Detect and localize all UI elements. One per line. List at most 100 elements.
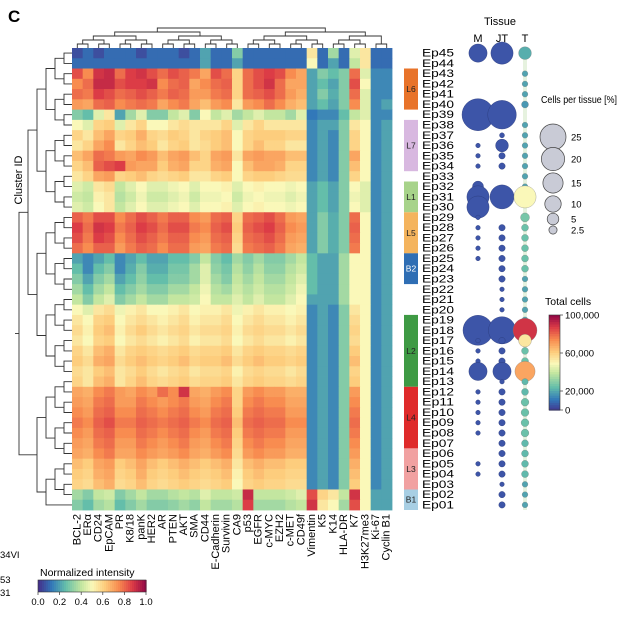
heatmap-cell [72,263,84,275]
heatmap-cell [82,458,94,470]
heatmap-cell [306,479,318,490]
heatmap-cell [360,458,372,470]
color-legend-swatch [549,341,560,345]
y-axis-label: Cluster ID [13,155,25,204]
heatmap-cell [381,212,393,223]
heatmap-cell [178,366,190,377]
tissue-bubble [498,501,506,509]
heatmap-cell [274,171,286,182]
heatmap-cell [338,78,350,90]
heatmap-cell [189,273,201,285]
heatmap-cell [360,212,372,223]
heatmap-cell [82,68,94,80]
heatmap-cell [104,345,116,357]
heatmap-cell [338,468,350,480]
heatmap-cell [200,48,212,59]
heatmap-cell [210,191,222,203]
column-label: Cyclin B1 [381,514,393,560]
heatmap-cell [370,479,382,490]
heatmap-cell [82,366,94,377]
column-labels: BCL-2ERαCD24EpCAMPRK8/18panKHER2ARPTENAK… [71,513,392,570]
heatmap-cell [189,191,201,203]
heatmap-cell [221,458,233,470]
color-legend-swatch [549,350,560,354]
heatmap-cell [349,181,361,193]
heatmap-cell [200,253,212,264]
heatmap-cell [210,253,222,264]
heatmap-cell [296,68,308,80]
color-legend-tick-label: 0 [565,406,570,417]
heatmap-cell [221,314,233,326]
heatmap-cell [253,109,265,121]
heatmap-cell [200,294,212,306]
heatmap-cell [93,119,105,131]
heatmap-cell [285,427,297,439]
heatmap-cell [370,448,382,460]
heatmap-cell [200,140,212,152]
heatmap-cell [104,232,116,244]
intensity-legend-swatch [84,580,87,592]
heatmap-cell [328,284,340,295]
heatmap-cell [328,263,340,275]
heatmap-cell [370,335,382,347]
heatmap-cell [210,294,222,306]
heatmap-cell [274,263,286,275]
heatmap-cell [253,273,265,285]
tissue-bubble [475,142,481,148]
heatmap-cell [306,325,318,336]
heatmap-cell [349,68,361,80]
size-legend-circle [548,225,558,235]
heatmap-cell [72,479,84,490]
heatmap-cell [221,181,233,193]
cluster-group-bar [404,68,418,110]
heatmap-cell [178,212,190,223]
heatmap-cell [253,489,265,501]
tissue-bubble [521,306,529,313]
heatmap-cell [104,427,116,439]
heatmap-cell [146,212,158,223]
heatmap-cell [178,191,190,203]
heatmap-cell [360,130,372,141]
heatmap-cell [306,284,318,295]
tissue-bubble [521,224,529,232]
heatmap-cell [125,263,137,275]
heatmap-cell [125,407,137,418]
intensity-legend-tick-label: 0.2 [53,597,66,608]
heatmap-cell [114,191,126,203]
heatmap-cell [232,58,244,69]
column-dendrogram [76,27,388,48]
heatmap-cell [242,335,254,347]
heatmap-cell [274,68,286,80]
row-label: Ep24 [422,263,454,275]
heatmap-cell [242,489,254,501]
heatmap-cell [274,212,286,223]
heatmap-cell [285,417,297,429]
heatmap-cell [168,48,180,59]
tissue-bubble [495,138,509,153]
tissue-bubble [521,286,529,293]
heatmap-cell [178,58,190,69]
dendrogram-branch [63,52,72,64]
heatmap-cell [72,284,84,295]
heatmap-cell [242,202,254,213]
heatmap-cell [125,448,137,460]
row-label: Ep34 [422,161,454,173]
row-label: Ep45 [422,48,454,60]
heatmap-cell [178,448,190,460]
heatmap-cell [168,202,180,213]
heatmap-cell [264,130,276,141]
heatmap-cell [232,314,244,326]
heatmap-cell [114,468,126,480]
heatmap-cell [253,171,265,182]
heatmap-cell [360,160,372,172]
heatmap-cell [157,212,169,223]
heatmap-cell [242,222,254,234]
tissue-bubble [498,450,506,457]
heatmap-cell [317,294,329,306]
heatmap-cell [168,140,180,152]
heatmap-cell [274,458,286,470]
heatmap-cell [306,109,318,121]
heatmap-cell [136,58,148,69]
heatmap-cell [221,448,233,460]
heatmap-cell [146,119,158,131]
